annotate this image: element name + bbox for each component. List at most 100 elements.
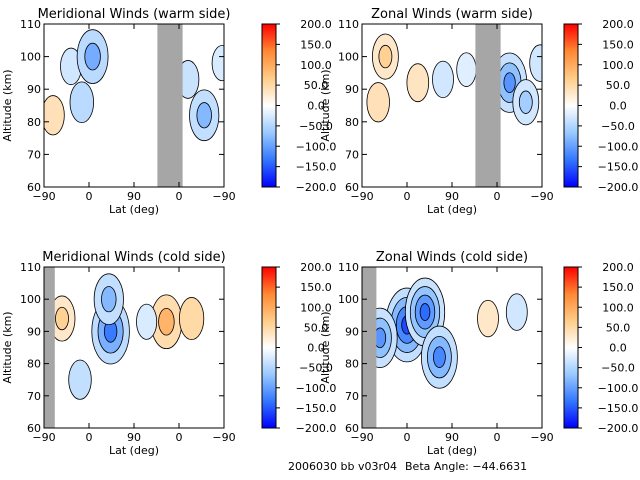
panels: 60 70 80 90 100 110 −90 0 90 0 −90 Meridional Winds…: [1, 7, 638, 457]
contour-level: [432, 346, 446, 368]
contour-level: [419, 303, 431, 321]
y-tick-label: 90: [27, 83, 41, 96]
y-axis-label: Altitude (km): [319, 69, 332, 141]
contour-level: [179, 297, 205, 341]
x-tick-label: 0: [404, 190, 411, 203]
x-tick-label: 90: [127, 431, 141, 444]
y-axis-label: Altitude (km): [319, 311, 332, 383]
x-tick-label: 0: [176, 190, 183, 203]
y-tick-label: 100: [338, 293, 359, 306]
y-axis-label: Altitude (km): [1, 311, 14, 383]
y-tick-label: 110: [20, 261, 41, 274]
y-tick-label: 90: [345, 325, 359, 338]
colorbar-tick-label: −100.0: [296, 382, 337, 395]
colorbar-tick-label: 150.0: [300, 281, 332, 294]
colorbar-scale: [261, 266, 277, 429]
y-tick-label: 60: [27, 422, 41, 435]
colorbar-scale: [563, 23, 579, 188]
colorbar-tick-label: −150.0: [598, 161, 639, 174]
x-tick-label: 90: [445, 190, 459, 203]
contour-field: [48, 273, 205, 400]
y-tick-label: 70: [27, 390, 41, 403]
x-tick-label: −90: [530, 190, 553, 203]
colorbar-tick-label: 50.0: [304, 79, 329, 92]
colorbar-scale: [563, 266, 579, 429]
contour-level: [432, 60, 454, 99]
panel-title: Meridional Winds (cold side): [42, 250, 225, 265]
colorbar-tick-label: 150.0: [602, 38, 634, 51]
y-tick-label: 80: [345, 116, 359, 129]
contour-level: [68, 359, 92, 400]
x-axis-label: Lat (deg): [109, 203, 159, 216]
panel-3: 60 70 80 90 100 110 −90 0 90 0 −90 Meridional Winds…: [1, 250, 336, 457]
panel-2: 60 70 80 90 100 110 −90 0 90 0 −90 Zonal Winds (war…: [319, 7, 638, 216]
y-axis-label: Altitude (km): [1, 69, 14, 141]
contour-level: [529, 44, 542, 82]
contour-level: [505, 293, 528, 331]
y-tick-label: 100: [20, 293, 41, 306]
footer-run-label: 2006030 bb v03r04: [288, 460, 397, 473]
contour-level: [378, 44, 393, 69]
y-tick-label: 70: [345, 148, 359, 161]
x-tick-label: 90: [445, 431, 459, 444]
y-tick-label: 70: [27, 148, 41, 161]
x-tick-label: 90: [127, 190, 141, 203]
colorbar: 200.0 150.0 100.0 50.0 0.0 −50.0 −100.0 −150.0 −…: [261, 261, 337, 435]
contour-level: [84, 42, 101, 71]
y-tick-label: 100: [20, 51, 41, 64]
x-tick-label: −90: [212, 190, 235, 203]
y-tick-label: 100: [338, 51, 359, 64]
colorbar-tick-label: 50.0: [304, 321, 329, 334]
footer-beta-label: Beta Angle: −44.6631: [405, 460, 527, 473]
colorbar-tick-label: 50.0: [606, 321, 631, 334]
colorbar-tick-label: 0.0: [307, 342, 325, 355]
colorbar-tick-label: −150.0: [296, 402, 337, 415]
x-axis-label: Lat (deg): [427, 444, 477, 457]
contour-level: [158, 307, 175, 336]
panel-4: 60 70 80 90 100 110 −90 0 90 0 −90 Zonal Winds (col…: [319, 250, 638, 457]
x-tick-label: 0: [404, 431, 411, 444]
y-tick-label: 60: [345, 422, 359, 435]
x-tick-label: −90: [350, 431, 373, 444]
colorbar: 200.0 150.0 100.0 50.0 0.0 −50.0 −100.0 −150.0 −…: [261, 18, 337, 194]
colorbar-tick-label: 200.0: [300, 18, 332, 31]
colorbar-tick-label: −200.0: [598, 422, 639, 435]
colorbar-tick-label: 0.0: [307, 100, 325, 113]
y-tick-label: 110: [338, 18, 359, 31]
colorbar-tick-label: 200.0: [602, 18, 634, 31]
colorbar-tick-label: 0.0: [609, 100, 627, 113]
contour-level: [44, 95, 65, 136]
colorbar-tick-label: −50.0: [601, 362, 635, 375]
colorbar-tick-label: −100.0: [598, 140, 639, 153]
colorbar: 200.0 150.0 100.0 50.0 0.0 −50.0 −100.0 −150.0 −…: [563, 18, 639, 194]
missing-data-band: [475, 24, 501, 187]
colorbar-tick-label: 0.0: [609, 342, 627, 355]
x-tick-label: −90: [212, 431, 235, 444]
y-tick-label: 110: [20, 18, 41, 31]
colorbar-tick-label: 200.0: [300, 261, 332, 274]
y-tick-label: 80: [27, 358, 41, 371]
colorbar-tick-label: −200.0: [296, 181, 337, 194]
x-tick-label: 0: [86, 190, 93, 203]
plot-area: [44, 267, 224, 428]
colorbar-tick-label: 150.0: [300, 38, 332, 51]
y-tick-label: 70: [345, 390, 359, 403]
contour-level: [406, 63, 430, 103]
contour-level: [101, 286, 117, 313]
colorbar-tick-label: 100.0: [602, 59, 634, 72]
missing-data-band: [157, 24, 183, 187]
colorbar-tick-label: −100.0: [598, 382, 639, 395]
x-tick-label: −90: [32, 190, 55, 203]
x-tick-label: 0: [494, 190, 501, 203]
colorbar-tick-label: −50.0: [299, 362, 333, 375]
missing-data-band: [44, 267, 55, 428]
colorbar-tick-label: −50.0: [299, 120, 333, 133]
colorbar-tick-label: −100.0: [296, 140, 337, 153]
colorbar-tick-label: −200.0: [296, 422, 337, 435]
colorbar-tick-label: 150.0: [602, 281, 634, 294]
y-tick-label: 80: [27, 116, 41, 129]
y-tick-label: 80: [345, 358, 359, 371]
x-tick-label: −90: [530, 431, 553, 444]
colorbar-tick-label: 100.0: [300, 301, 332, 314]
